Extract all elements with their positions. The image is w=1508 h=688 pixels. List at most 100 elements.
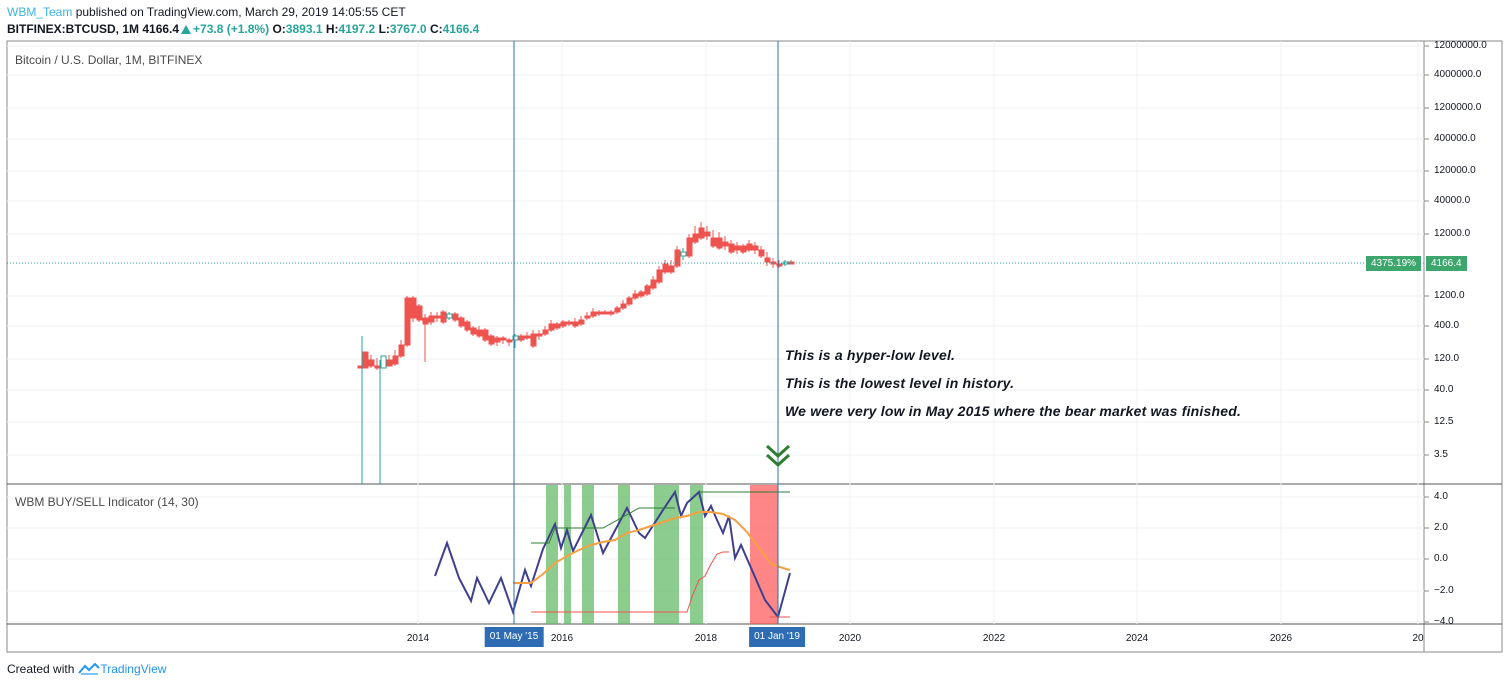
grid-lines bbox=[7, 41, 1424, 624]
candle-body bbox=[584, 315, 591, 319]
candle-body bbox=[710, 237, 717, 247]
price-tick-label: 400000.0 bbox=[1434, 133, 1476, 144]
open-label: O: bbox=[272, 22, 286, 36]
candle-body bbox=[416, 305, 423, 321]
annotation-1: This is a hyper-low level. bbox=[785, 347, 956, 363]
candle-body bbox=[614, 307, 621, 313]
candle-body bbox=[776, 263, 783, 267]
candle-body bbox=[446, 313, 453, 319]
indicator-upper-band bbox=[531, 507, 675, 544]
candle-body bbox=[362, 351, 369, 369]
price-tick-label: 400.0 bbox=[1434, 320, 1460, 331]
indicator-tick-label: 4.0 bbox=[1434, 491, 1448, 502]
buy-zone bbox=[582, 485, 594, 624]
indicator-tick-label: 2.0 bbox=[1434, 522, 1448, 533]
candle-body bbox=[596, 311, 603, 315]
candle-body bbox=[524, 335, 531, 339]
candle-body bbox=[674, 249, 681, 267]
candle-body bbox=[620, 303, 627, 309]
tradingview-brand: TradingView bbox=[100, 662, 167, 676]
candle-body bbox=[452, 313, 459, 321]
candle-body bbox=[686, 237, 693, 257]
candle-body bbox=[398, 344, 405, 357]
change-value: +73.8 (+1.8%) bbox=[193, 22, 270, 36]
price-tick-label: 1200000.0 bbox=[1434, 102, 1482, 113]
candle-body bbox=[488, 335, 495, 345]
high-label: H: bbox=[325, 22, 339, 36]
time-marker-label-1: 01 May '15 bbox=[484, 627, 544, 647]
high-value: 4197.2 bbox=[338, 22, 376, 36]
candle-body bbox=[578, 319, 585, 325]
price-tick-label: 12000000.0 bbox=[1434, 40, 1487, 51]
time-tick-label: 2016 bbox=[550, 633, 574, 644]
candle-body bbox=[764, 257, 771, 263]
tradingview-link[interactable]: TradingView bbox=[78, 662, 166, 676]
low-label: L: bbox=[378, 22, 390, 36]
indicator-lower-band bbox=[531, 551, 729, 613]
candle-body bbox=[506, 339, 513, 343]
candle-body bbox=[440, 311, 447, 323]
indicator-main-line bbox=[434, 489, 791, 620]
indicator-zones bbox=[546, 485, 778, 624]
candle-body bbox=[464, 321, 471, 331]
tradingview-logo-icon bbox=[78, 662, 101, 675]
candle-body bbox=[542, 329, 549, 335]
author-link[interactable]: WBM_Team bbox=[7, 5, 73, 19]
candle-body bbox=[530, 333, 537, 347]
buy-zone bbox=[546, 485, 558, 624]
candle-body bbox=[404, 297, 411, 346]
candle-body bbox=[608, 311, 615, 315]
candle-body bbox=[380, 355, 387, 369]
candle-body bbox=[668, 265, 675, 273]
candle-body bbox=[536, 333, 543, 337]
candle-body bbox=[758, 249, 765, 257]
candle-body bbox=[602, 311, 609, 315]
candle-body bbox=[572, 321, 579, 327]
time-marker-label-2: 01 Jan '19 bbox=[749, 627, 805, 647]
price-tick-label: 40.0 bbox=[1434, 384, 1454, 395]
indicator-lines bbox=[434, 489, 791, 620]
candle-body bbox=[746, 243, 753, 251]
candle-body bbox=[548, 323, 555, 331]
buy-zone bbox=[564, 485, 571, 624]
candle-body bbox=[752, 245, 759, 251]
candle-body bbox=[698, 227, 705, 239]
price-tick-label: 4000000.0 bbox=[1434, 69, 1482, 80]
candle-body bbox=[422, 317, 429, 325]
candle-body bbox=[482, 329, 489, 341]
candle-body bbox=[518, 335, 525, 341]
candle-body bbox=[728, 243, 735, 253]
price-tick-label: 12.5 bbox=[1434, 416, 1454, 427]
candle-body bbox=[716, 237, 723, 249]
created-with-label: Created with bbox=[7, 662, 75, 676]
candle-body bbox=[554, 323, 561, 329]
candle-body bbox=[476, 329, 483, 337]
candle-body bbox=[374, 365, 381, 369]
candle-body bbox=[662, 263, 669, 273]
candle-body bbox=[644, 285, 651, 295]
candle-body bbox=[590, 311, 597, 317]
candle-body bbox=[410, 297, 417, 319]
candle-body bbox=[368, 359, 375, 367]
price-tick-label: 1200.0 bbox=[1434, 290, 1465, 301]
percent-change-label: 4375.19% bbox=[1366, 256, 1422, 271]
double-chevron-down-icon bbox=[765, 444, 791, 468]
main-pane-title: Bitcoin / U.S. Dollar, 1M, BITFINEX bbox=[15, 53, 203, 67]
last-price-label: 4166.4 bbox=[1426, 256, 1467, 271]
candle-body bbox=[704, 231, 711, 237]
time-tick-label: 2022 bbox=[982, 633, 1006, 644]
candle-body bbox=[632, 293, 639, 299]
annotation-3: We were very low in May 2015 where the b… bbox=[785, 403, 1242, 419]
candle-body bbox=[500, 337, 507, 341]
main-pane-frame bbox=[6, 40, 1503, 653]
candle-body bbox=[470, 327, 477, 335]
candle-body bbox=[566, 321, 573, 325]
price-tick-label: 120000.0 bbox=[1434, 165, 1476, 176]
price-tick-label: 3.5 bbox=[1434, 449, 1448, 460]
candle-body bbox=[386, 359, 393, 367]
candle-body bbox=[740, 245, 747, 253]
symbol-label: BITFINEX:BTCUSD, 1M bbox=[7, 22, 139, 36]
publish-info: published on TradingView.com, March 29, … bbox=[75, 5, 406, 19]
open-value: 3893.1 bbox=[285, 22, 323, 36]
